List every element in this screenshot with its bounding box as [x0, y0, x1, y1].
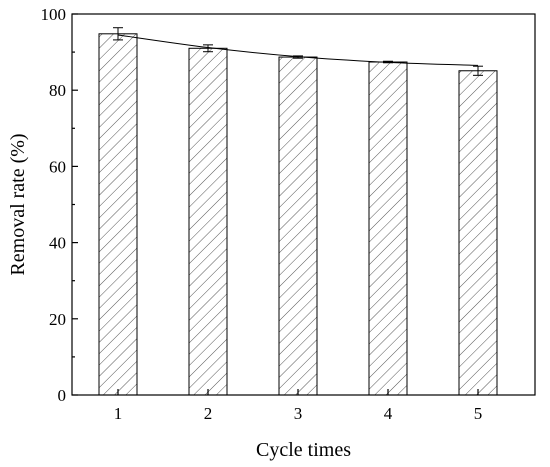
x-tick-label-4: 4 — [384, 404, 393, 423]
trend-line — [117, 34, 479, 66]
x-axis-title: Cycle times — [256, 439, 351, 461]
plot-area: 0 20 40 60 80 100 1 2 3 4 5 — [41, 5, 536, 423]
bar-cycle-1 — [98, 33, 138, 396]
bar-cycle-2 — [188, 47, 228, 396]
bar-cycle-5 — [458, 70, 498, 396]
y-tick-label-40: 40 — [49, 234, 66, 253]
bar-cycle-4 — [368, 61, 408, 396]
x-tick-label-2: 2 — [204, 404, 213, 423]
y-tick-label-20: 20 — [49, 310, 66, 329]
x-tick-label-3: 3 — [294, 404, 303, 423]
y-tick-label-100: 100 — [41, 5, 67, 24]
x-tick-label-1: 1 — [114, 404, 123, 423]
y-tick-label-80: 80 — [49, 81, 66, 100]
y-tick-label-60: 60 — [49, 157, 66, 176]
x-tick-label-5: 5 — [474, 404, 483, 423]
y-tick-label-0: 0 — [58, 386, 67, 405]
bar-cycle-3 — [278, 56, 318, 396]
y-axis-title: Removal rate (%) — [7, 133, 29, 275]
